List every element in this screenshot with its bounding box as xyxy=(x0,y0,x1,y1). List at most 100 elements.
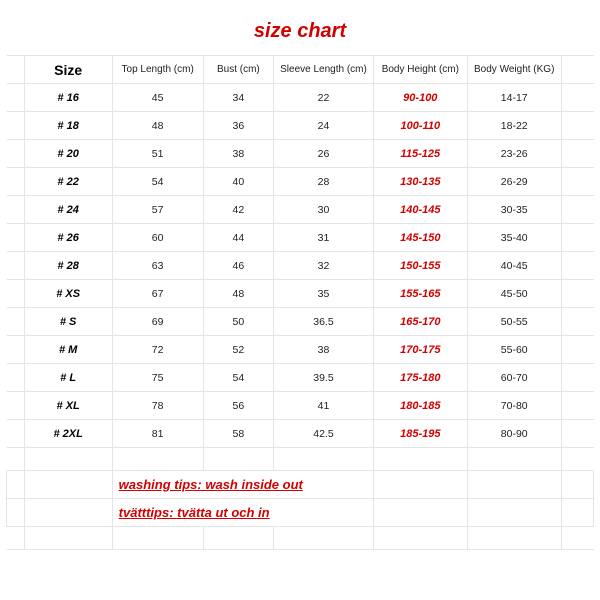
height-cell: 180-185 xyxy=(373,392,467,420)
spacer xyxy=(561,392,593,420)
bust-cell: 42 xyxy=(203,196,273,224)
weight-cell: 14-17 xyxy=(467,84,561,112)
spacer xyxy=(7,112,25,140)
top-length-cell: 81 xyxy=(112,420,203,448)
size-table: Size Top Length (cm) Bust (cm) Sleeve Le… xyxy=(6,55,594,550)
spacer xyxy=(561,308,593,336)
size-cell: # 2XL xyxy=(24,420,112,448)
top-length-cell: 54 xyxy=(112,168,203,196)
height-cell: 145-150 xyxy=(373,224,467,252)
weight-cell: 80-90 xyxy=(467,420,561,448)
sleeve-cell: 35 xyxy=(274,280,374,308)
spacer xyxy=(561,364,593,392)
weight-cell: 70-80 xyxy=(467,392,561,420)
table-row: # 18483624100-11018-22 xyxy=(7,112,594,140)
weight-cell: 50-55 xyxy=(467,308,561,336)
size-cell: # 24 xyxy=(24,196,112,224)
top-length-cell: 45 xyxy=(112,84,203,112)
height-cell: 170-175 xyxy=(373,336,467,364)
spacer xyxy=(7,140,25,168)
spacer xyxy=(7,168,25,196)
size-cell: # 22 xyxy=(24,168,112,196)
washing-tip-sv: tvätttips: tvätta ut och in xyxy=(112,499,373,527)
table-row: # 26604431145-15035-40 xyxy=(7,224,594,252)
size-cell: # XL xyxy=(24,392,112,420)
top-length-cell: 75 xyxy=(112,364,203,392)
bust-cell: 58 xyxy=(203,420,273,448)
sleeve-cell: 22 xyxy=(274,84,374,112)
spacer xyxy=(561,56,593,84)
bust-cell: 38 xyxy=(203,140,273,168)
spacer xyxy=(561,84,593,112)
bust-cell: 52 xyxy=(203,336,273,364)
tips-row-1: washing tips: wash inside out xyxy=(7,471,594,499)
bust-cell: 36 xyxy=(203,112,273,140)
spacer xyxy=(7,280,25,308)
sleeve-cell: 41 xyxy=(274,392,374,420)
spacer xyxy=(561,196,593,224)
weight-cell: 26-29 xyxy=(467,168,561,196)
top-length-cell: 67 xyxy=(112,280,203,308)
top-length-cell: 60 xyxy=(112,224,203,252)
bust-cell: 34 xyxy=(203,84,273,112)
spacer xyxy=(7,336,25,364)
tips-row-2: tvätttips: tvätta ut och in xyxy=(7,499,594,527)
spacer xyxy=(561,168,593,196)
spacer xyxy=(7,84,25,112)
sleeve-cell: 28 xyxy=(274,168,374,196)
height-cell: 90-100 xyxy=(373,84,467,112)
col-height: Body Height (cm) xyxy=(373,56,467,84)
height-cell: 115-125 xyxy=(373,140,467,168)
sleeve-cell: 30 xyxy=(274,196,374,224)
size-cell: # XS xyxy=(24,280,112,308)
height-cell: 155-165 xyxy=(373,280,467,308)
size-cell: # 26 xyxy=(24,224,112,252)
bust-cell: 56 xyxy=(203,392,273,420)
weight-cell: 55-60 xyxy=(467,336,561,364)
col-size: Size xyxy=(24,56,112,84)
size-cell: # M xyxy=(24,336,112,364)
height-cell: 165-170 xyxy=(373,308,467,336)
spacer xyxy=(561,420,593,448)
chart-title: size chart xyxy=(6,20,594,43)
spacer xyxy=(7,420,25,448)
size-cell: # 18 xyxy=(24,112,112,140)
spacer xyxy=(7,56,25,84)
bust-cell: 50 xyxy=(203,308,273,336)
height-cell: 150-155 xyxy=(373,252,467,280)
sleeve-cell: 38 xyxy=(274,336,374,364)
table-row: # 28634632150-15540-45 xyxy=(7,252,594,280)
size-cell: # 28 xyxy=(24,252,112,280)
size-cell: # L xyxy=(24,364,112,392)
weight-cell: 60-70 xyxy=(467,364,561,392)
spacer xyxy=(561,112,593,140)
spacer xyxy=(561,252,593,280)
bust-cell: 46 xyxy=(203,252,273,280)
col-weight: Body Weight (KG) xyxy=(467,56,561,84)
spacer xyxy=(7,196,25,224)
blank-row xyxy=(7,527,594,550)
top-length-cell: 57 xyxy=(112,196,203,224)
table-row: # S695036.5165-17050-55 xyxy=(7,308,594,336)
table-row: # XS674835155-16545-50 xyxy=(7,280,594,308)
sleeve-cell: 42.5 xyxy=(274,420,374,448)
spacer xyxy=(7,364,25,392)
sleeve-cell: 31 xyxy=(274,224,374,252)
weight-cell: 30-35 xyxy=(467,196,561,224)
col-sleeve: Sleeve Length (cm) xyxy=(274,56,374,84)
table-row: # 20513826115-12523-26 xyxy=(7,140,594,168)
sleeve-cell: 26 xyxy=(274,140,374,168)
table-row: # 22544028130-13526-29 xyxy=(7,168,594,196)
bust-cell: 40 xyxy=(203,168,273,196)
spacer xyxy=(7,252,25,280)
table-row: # XL785641180-18570-80 xyxy=(7,392,594,420)
spacer xyxy=(7,224,25,252)
table-row: # L755439.5175-18060-70 xyxy=(7,364,594,392)
spacer xyxy=(561,224,593,252)
top-length-cell: 63 xyxy=(112,252,203,280)
table-row: # 1645342290-10014-17 xyxy=(7,84,594,112)
spacer xyxy=(7,308,25,336)
spacer xyxy=(561,280,593,308)
spacer xyxy=(7,392,25,420)
weight-cell: 23-26 xyxy=(467,140,561,168)
